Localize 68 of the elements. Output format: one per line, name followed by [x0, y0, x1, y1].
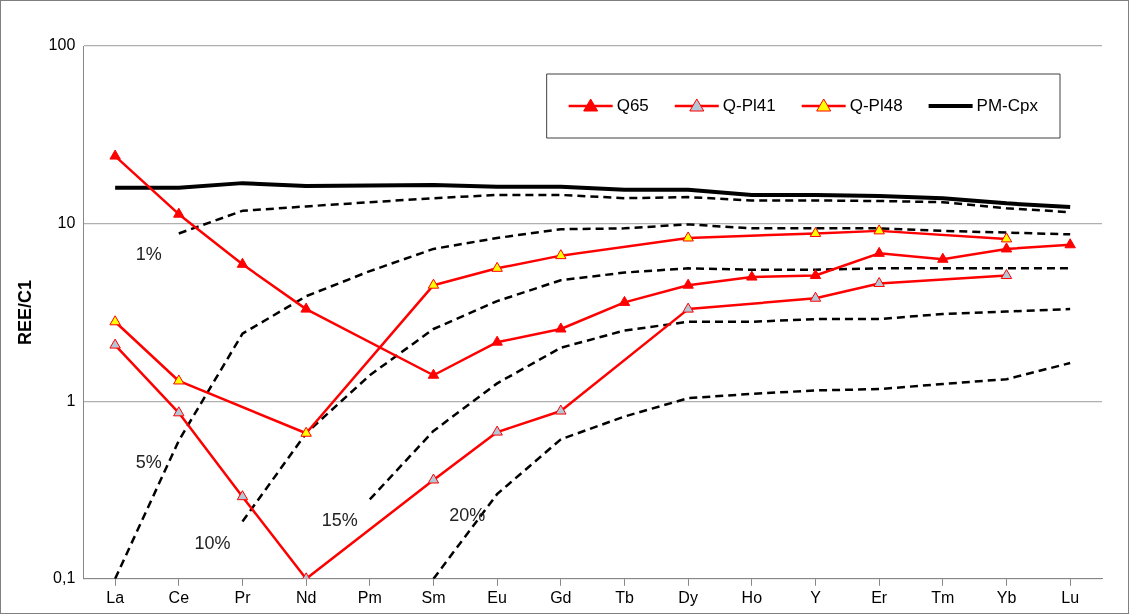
- series-label: 20%: [449, 505, 486, 526]
- point: [491, 425, 503, 436]
- line-series: [113, 223, 1072, 579]
- x-tick-label: Dy: [678, 588, 698, 606]
- point: [173, 207, 185, 218]
- point: [809, 269, 822, 280]
- legend-label: Q-Pl41: [722, 95, 776, 115]
- line-series: [368, 307, 1072, 501]
- y-tick-label: 1: [66, 391, 76, 409]
- point: [1064, 238, 1076, 249]
- point: [809, 226, 822, 237]
- x-tick-label: Yb: [996, 588, 1017, 606]
- legend-label: PM-Cpx: [976, 95, 1039, 115]
- y-tick-label: 0,1: [53, 569, 76, 587]
- point: [173, 374, 185, 385]
- y-tick-label: 100: [48, 36, 76, 54]
- point: [236, 490, 249, 501]
- point: [427, 278, 440, 289]
- x-tick-label: Sm: [421, 588, 446, 606]
- x-tick-label: Ce: [168, 588, 190, 606]
- point: [427, 473, 440, 484]
- point: [682, 302, 694, 313]
- point: [300, 302, 312, 313]
- point: [618, 295, 631, 306]
- y-tick-label: 10: [57, 214, 76, 232]
- x-tick-label: Lu: [1061, 588, 1080, 606]
- point: [173, 406, 185, 417]
- point: [236, 257, 249, 268]
- x-tick-label: La: [106, 588, 125, 606]
- point: [109, 338, 121, 349]
- series-label: 15%: [321, 510, 358, 531]
- point: [873, 246, 885, 257]
- point: [555, 404, 567, 415]
- point: [109, 315, 121, 326]
- point: [1000, 269, 1013, 280]
- point: [555, 249, 567, 260]
- x-tick-label: Nd: [295, 588, 317, 606]
- series-label: 10%: [194, 532, 231, 553]
- x-tick-label: Pm: [357, 588, 382, 606]
- x-tick-label: Pr: [234, 588, 252, 606]
- x-tick-label: Gd: [550, 588, 572, 606]
- point: [491, 261, 503, 272]
- point: [873, 276, 885, 287]
- point: [555, 322, 567, 333]
- x-tick-label: Er: [871, 588, 888, 606]
- x-tick-label: Tm: [931, 588, 955, 606]
- point: [427, 368, 440, 379]
- point: [1000, 242, 1013, 253]
- x-tick-label: Eu: [487, 588, 507, 606]
- x-tick-label: Y: [810, 588, 822, 606]
- point: [109, 149, 121, 160]
- legend-label: Q65: [616, 95, 649, 115]
- point: [300, 426, 312, 437]
- point: [682, 231, 694, 242]
- legend-label: Q-Pl48: [849, 95, 903, 115]
- x-tick-label: Tb: [615, 588, 634, 606]
- point: [809, 291, 822, 302]
- series-label: 1%: [135, 244, 162, 265]
- series-label: 5%: [135, 451, 162, 472]
- point: [937, 252, 949, 263]
- point: [1000, 232, 1013, 243]
- point: [682, 278, 694, 289]
- line-series: [432, 361, 1072, 579]
- x-tick-label: Ho: [741, 588, 763, 606]
- y-axis-title: REE/C1: [14, 279, 35, 345]
- point: [746, 270, 758, 281]
- point: [491, 335, 503, 346]
- point: [873, 224, 885, 235]
